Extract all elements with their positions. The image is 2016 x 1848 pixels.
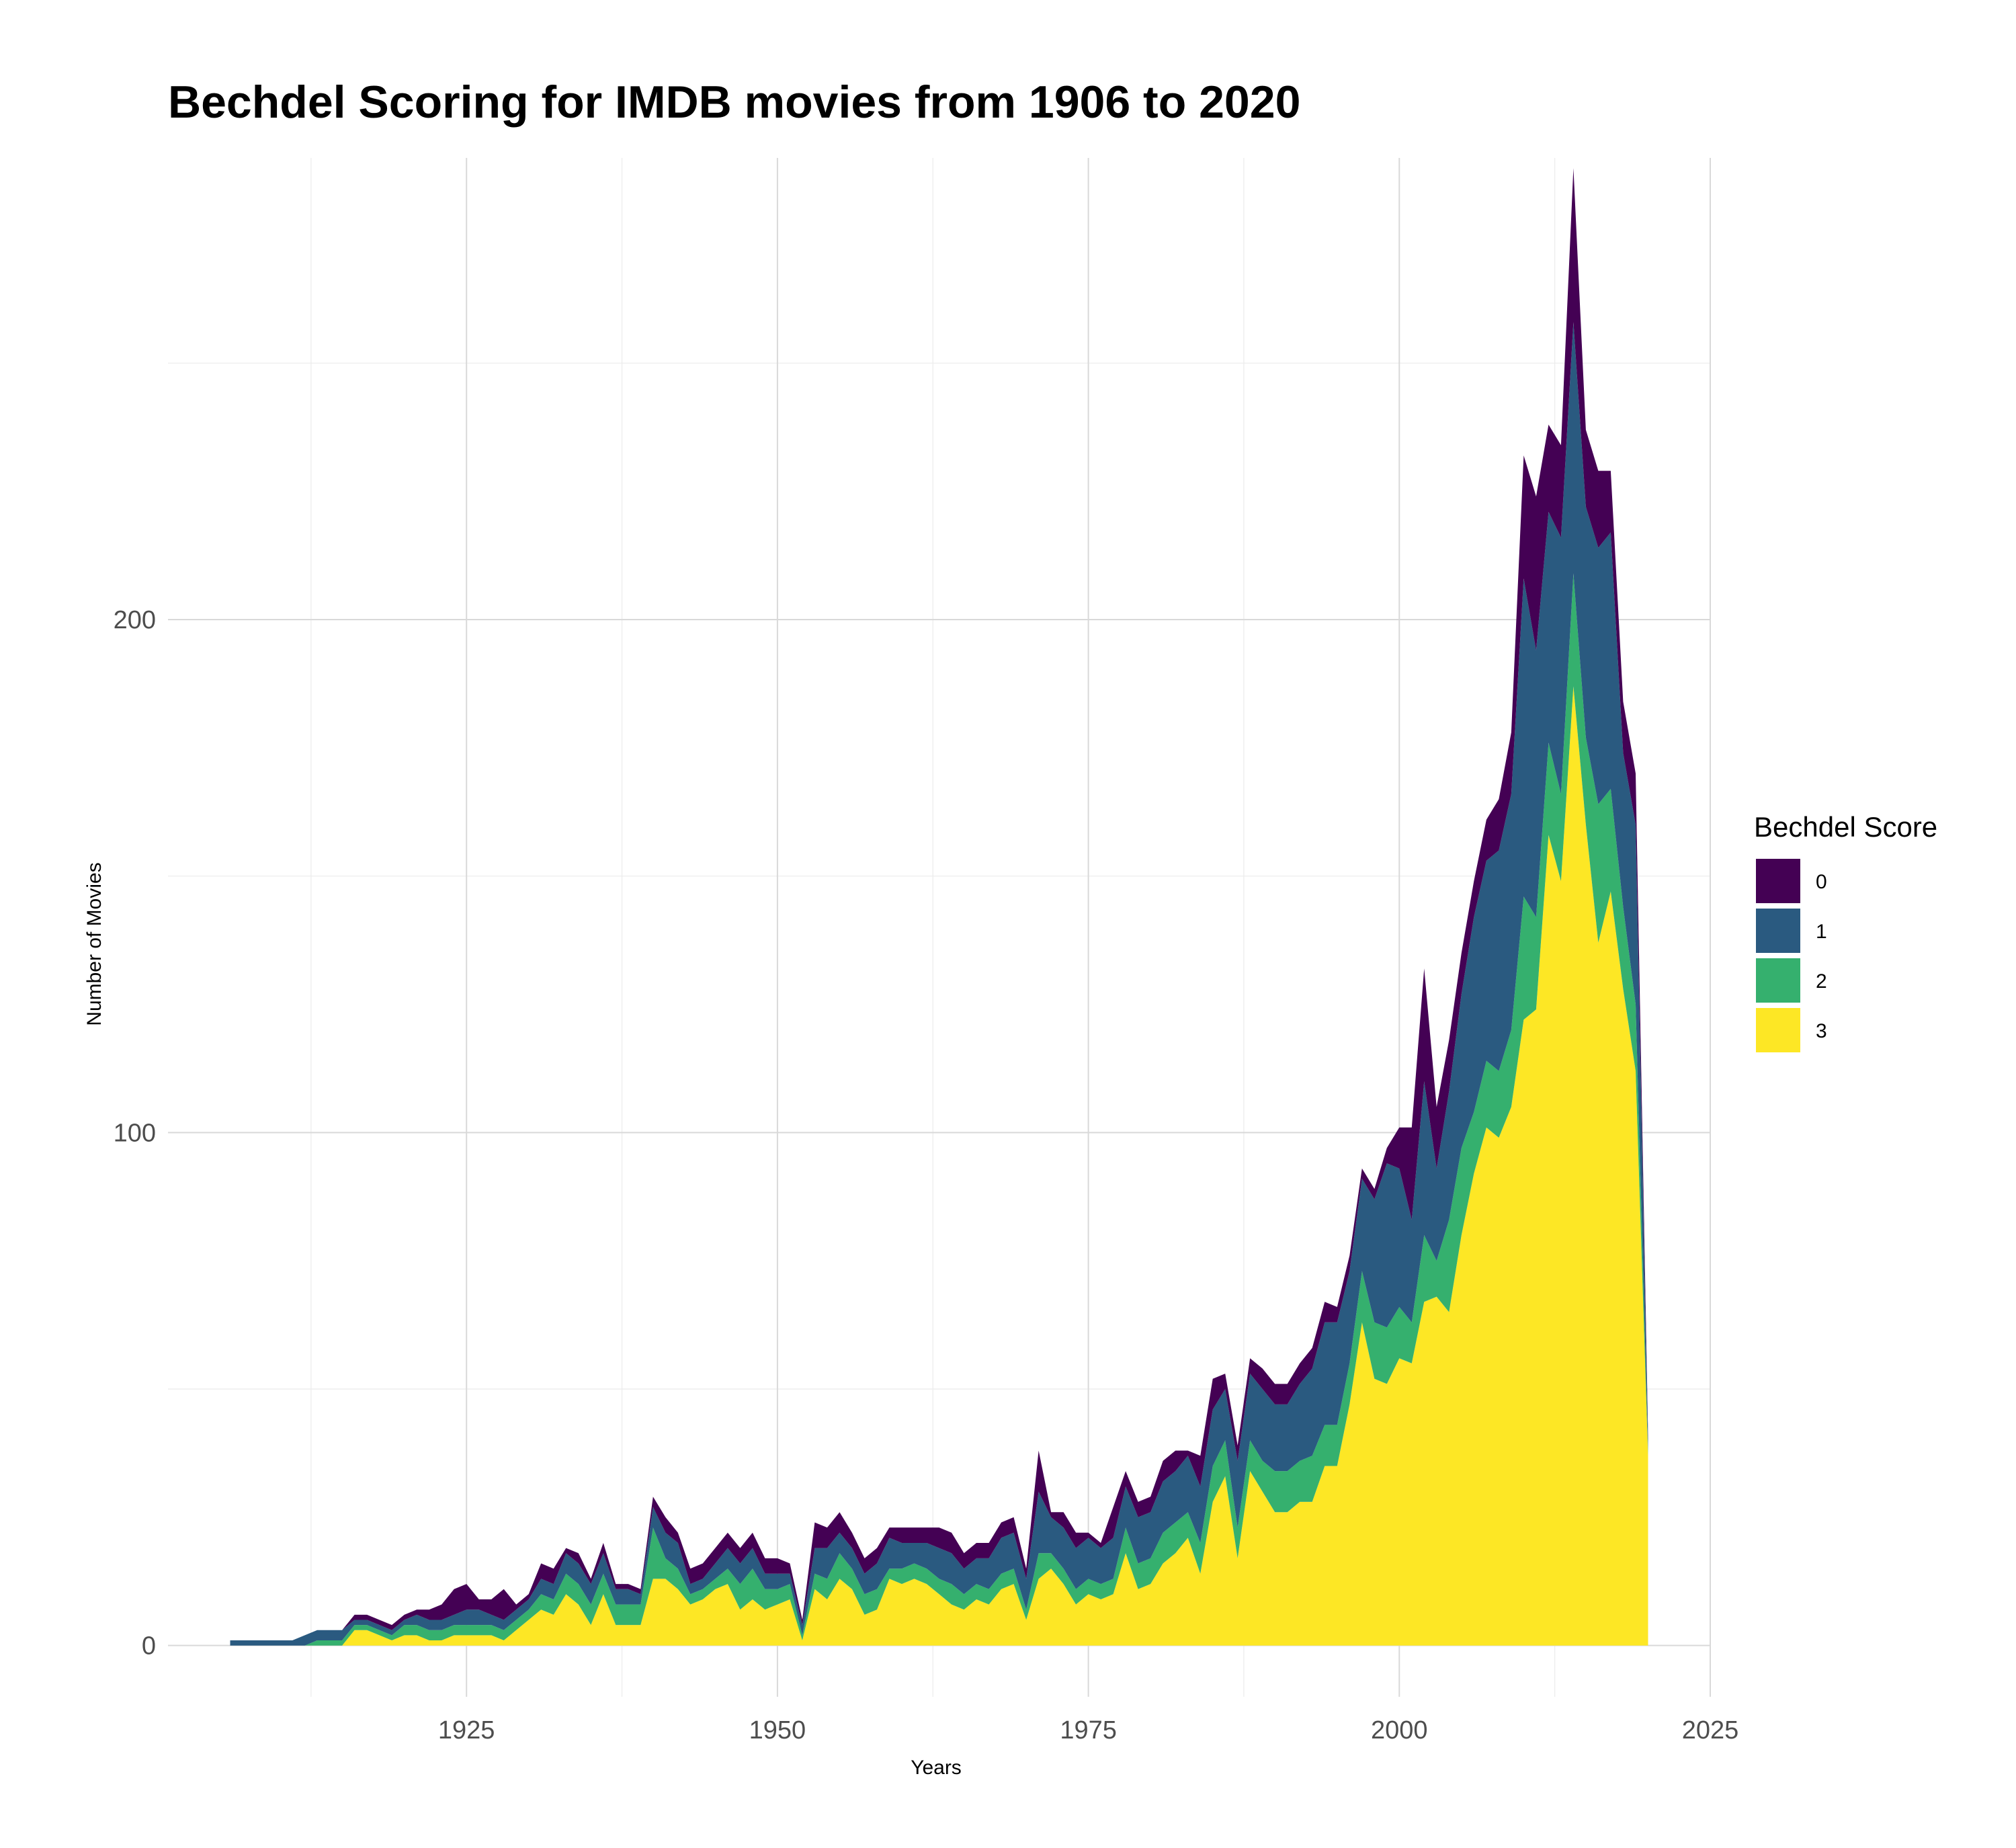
legend-swatch-2 xyxy=(1756,958,1800,1003)
chart-title: Bechdel Scoring for IMDB movies from 190… xyxy=(168,77,1300,128)
stacked-areas xyxy=(230,168,1648,1646)
legend-label-1: 1 xyxy=(1816,921,1827,943)
x-axis-ticks: 1925 1950 1975 2000 2025 xyxy=(438,1716,1738,1745)
legend-label-0: 0 xyxy=(1816,871,1827,893)
x-tick-label: 1950 xyxy=(749,1716,806,1745)
y-tick-label: 0 xyxy=(142,1632,156,1661)
y-axis-ticks: 0 100 200 xyxy=(114,606,156,1661)
y-tick-label: 100 xyxy=(114,1119,156,1147)
x-tick-label: 2025 xyxy=(1682,1716,1739,1745)
legend-label-3: 3 xyxy=(1816,1020,1827,1042)
legend-title: Bechdel Score xyxy=(1754,811,1937,843)
legend-label-2: 2 xyxy=(1816,970,1827,993)
x-tick-label: 2000 xyxy=(1371,1716,1428,1745)
x-tick-label: 1925 xyxy=(438,1716,495,1745)
area-series-3 xyxy=(230,686,1648,1646)
legend-swatch-1 xyxy=(1756,909,1800,953)
y-axis-title: Number of Movies xyxy=(83,862,106,1025)
y-tick-label: 200 xyxy=(114,606,156,634)
legend: Bechdel Score 0 1 2 3 xyxy=(1754,811,1937,1052)
x-tick-label: 1975 xyxy=(1060,1716,1117,1745)
x-axis-title: Years xyxy=(911,1757,962,1779)
legend-swatch-3 xyxy=(1756,1008,1800,1052)
legend-swatch-0 xyxy=(1756,859,1800,903)
